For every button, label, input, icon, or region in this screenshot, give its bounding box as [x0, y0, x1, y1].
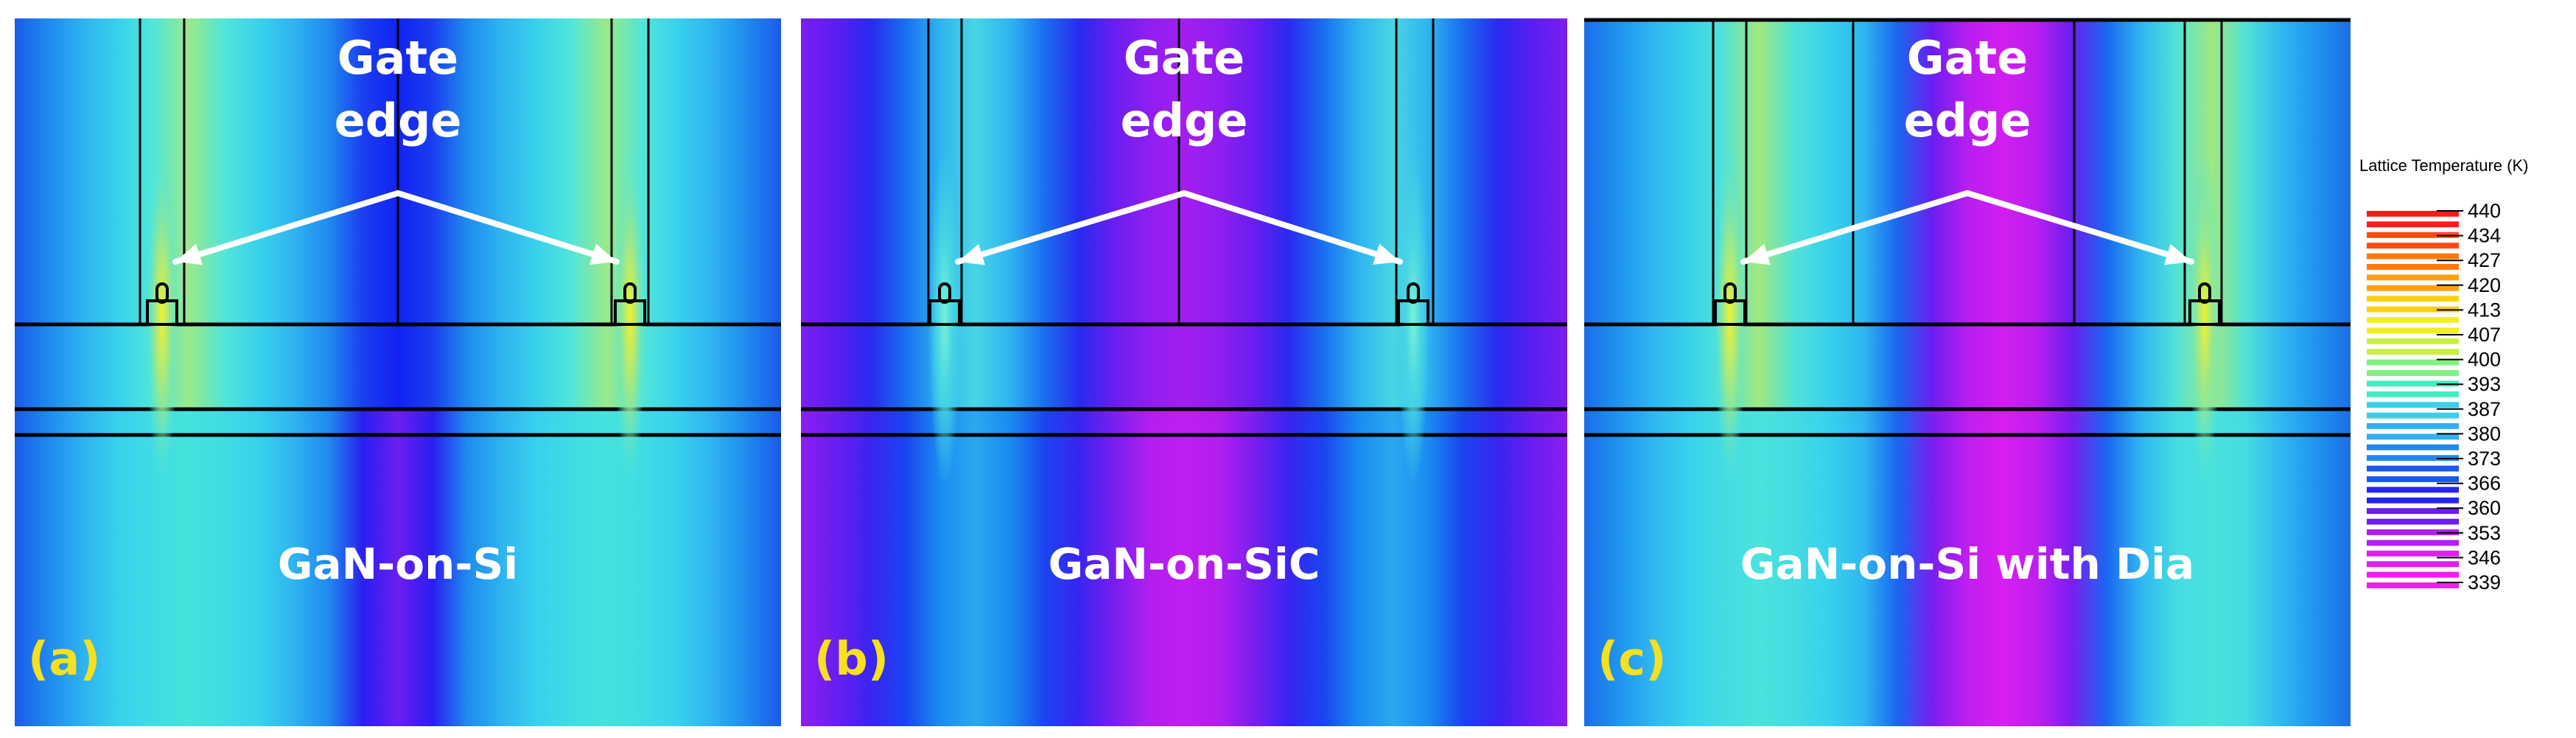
panel-a-callout-gate: Gate [337, 31, 458, 85]
legend-color-bar [2367, 550, 2459, 557]
legend-tick-label: 440 [2468, 200, 2501, 222]
legend-color-bar [2367, 264, 2459, 270]
legend-color-bar [2367, 306, 2459, 313]
legend-color-bar [2367, 317, 2459, 323]
panel-b-substrate-region [801, 409, 1567, 726]
legend-tick-label: 387 [2468, 398, 2501, 420]
legend-color-bar [2367, 487, 2459, 493]
legend-color-bar [2367, 412, 2459, 419]
legend-color-bar [2367, 434, 2459, 440]
legend-color-bar [2367, 571, 2459, 578]
panel-c-gate-contacts [1714, 147, 2221, 487]
panel-b-callout-edge: edge [1121, 94, 1248, 147]
legend-color-bar [2367, 338, 2459, 344]
legend-color-bar [2367, 211, 2459, 217]
panel-c-callout-edge: edge [1904, 94, 2031, 147]
legend-color-bar [2367, 253, 2459, 260]
panel-a-structure-lines [15, 18, 781, 437]
panel-a-callout-edge: edge [335, 94, 462, 147]
legend-color-bar [2367, 423, 2459, 429]
legend-tick-label: 346 [2468, 546, 2501, 568]
panel-c-tag: (c) [1597, 632, 1666, 686]
legend-color-bar [2367, 476, 2459, 482]
legend-tick-label: 420 [2468, 274, 2501, 296]
legend-color-bar [2367, 508, 2459, 515]
panel-c-callout-gate: Gate [1907, 31, 2028, 85]
panel-c-substrate-region [1584, 409, 2351, 726]
panel-a: Gate edge GaN-on-Si (a) [15, 18, 781, 726]
legend-tick-label: 339 [2468, 571, 2501, 593]
legend-color-bar [2367, 465, 2459, 472]
panel-b-callout-gate: Gate [1124, 31, 1245, 85]
panel-a-substrate-region [15, 409, 781, 726]
panel-b-gate-contacts [928, 147, 1429, 487]
panel-a-material-label: GaN-on-Si [278, 539, 518, 589]
panel-b-callout-arrows [955, 190, 1403, 265]
panel-c-callout-arrows [1740, 190, 2194, 265]
legend-color-bar [2367, 296, 2459, 302]
panel-c-upper-region [1584, 18, 2351, 409]
legend-color-bar [2367, 349, 2459, 355]
panel-b: Gate edge GaN-on-SiC (b) [801, 18, 1567, 726]
legend-color-bar [2367, 497, 2459, 504]
legend-tick-label: 373 [2468, 448, 2501, 470]
panel-a-tag: (a) [28, 632, 101, 686]
legend-color-bar [2367, 232, 2459, 238]
legend-color-bar [2367, 327, 2459, 334]
panel-a-gate-contacts [146, 147, 646, 487]
legend-color-bar [2367, 274, 2459, 281]
legend-tick-label: 360 [2468, 497, 2501, 519]
panel-b-material-label: GaN-on-SiC [1049, 539, 1320, 589]
legend-color-bar [2367, 285, 2459, 291]
legend-tick-label: 413 [2468, 299, 2501, 321]
panel-a-callout-arrows [172, 190, 620, 265]
legend-color-bar [2367, 582, 2459, 588]
legend-tick-label: 427 [2468, 249, 2501, 271]
legend-tick-label: 400 [2468, 349, 2501, 371]
legend-color-bar [2367, 518, 2459, 525]
legend-title: Lattice Temperature (K) [2359, 156, 2528, 175]
panel-c-material-label: GaN-on-Si with Dia [1740, 539, 2194, 589]
panel-c: Gate edge GaN-on-Si with Dia (c) [1584, 18, 2351, 726]
legend-color-bar [2367, 540, 2459, 546]
legend-color-bar [2367, 243, 2459, 249]
legend-color-bar [2367, 391, 2459, 397]
legend-color-bar [2367, 402, 2459, 408]
temperature-legend: Lattice Temperature (K) 4404344274204134… [2359, 156, 2528, 593]
legend-tick-label: 353 [2468, 522, 2501, 544]
legend-color-bar [2367, 380, 2459, 387]
legend-color-bar [2367, 455, 2459, 462]
legend-color-bar [2367, 444, 2459, 450]
legend-color-bar [2367, 529, 2459, 535]
legend-color-bars [2367, 211, 2459, 588]
legend-tick-label: 393 [2468, 373, 2501, 395]
legend-color-bar [2367, 370, 2459, 376]
legend-color-bar [2367, 359, 2459, 366]
legend-color-bar [2367, 221, 2459, 228]
legend-tick-label: 380 [2468, 422, 2501, 445]
panel-c-structure-lines [1584, 18, 2351, 437]
panel-b-tag: (b) [814, 632, 889, 686]
legend-color-bar [2367, 561, 2459, 568]
legend-tick-label: 366 [2468, 473, 2501, 495]
legend-tick-label: 434 [2468, 225, 2501, 247]
legend-tick-label: 407 [2468, 324, 2501, 346]
